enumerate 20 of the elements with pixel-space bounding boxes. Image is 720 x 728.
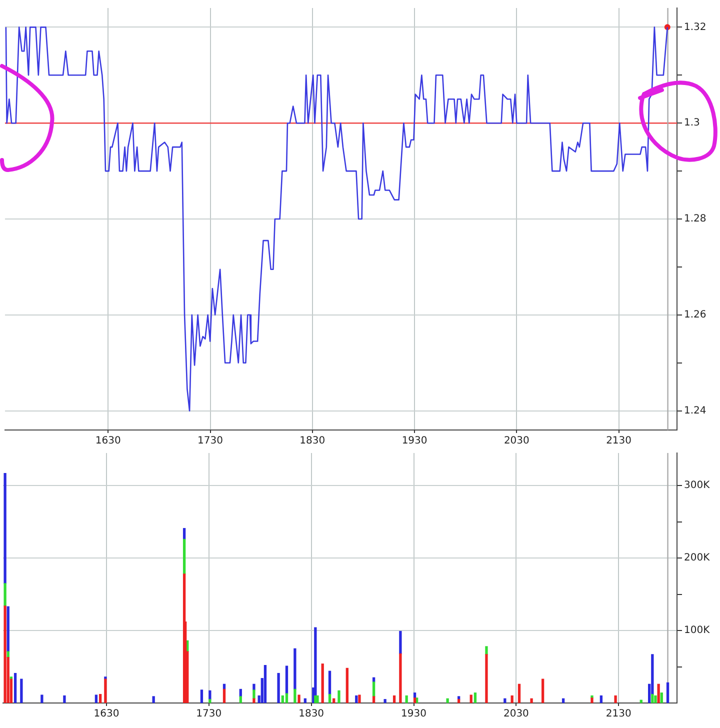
y-tick-label: 1.32 bbox=[684, 22, 706, 33]
x-tick-label: 1930 bbox=[402, 436, 428, 447]
y-tick-label: 200K bbox=[684, 552, 710, 564]
x-tick-label: 2130 bbox=[606, 708, 632, 720]
x-tick-label: 2030 bbox=[503, 708, 529, 720]
x-tick-label: 1730 bbox=[196, 708, 222, 720]
x-tick-label: 2030 bbox=[504, 436, 530, 447]
x-tick-label: 1630 bbox=[95, 436, 121, 447]
y-tick-label: 1.3 bbox=[684, 118, 700, 129]
x-tick-label: 1930 bbox=[401, 708, 426, 720]
x-tick-label: 1630 bbox=[94, 708, 120, 720]
x-tick-label: 1830 bbox=[298, 708, 324, 720]
y-tick-label: 1.28 bbox=[684, 214, 706, 225]
x-tick-label: 2130 bbox=[606, 436, 632, 447]
y-tick-label: 1.24 bbox=[684, 405, 706, 416]
x-tick-label: 1730 bbox=[198, 436, 224, 447]
y-tick-label: 100K bbox=[684, 625, 710, 636]
y-tick-label: 300K bbox=[684, 480, 710, 492]
x-tick-label: 1830 bbox=[300, 436, 326, 447]
y-tick-label: 1.26 bbox=[684, 310, 706, 321]
